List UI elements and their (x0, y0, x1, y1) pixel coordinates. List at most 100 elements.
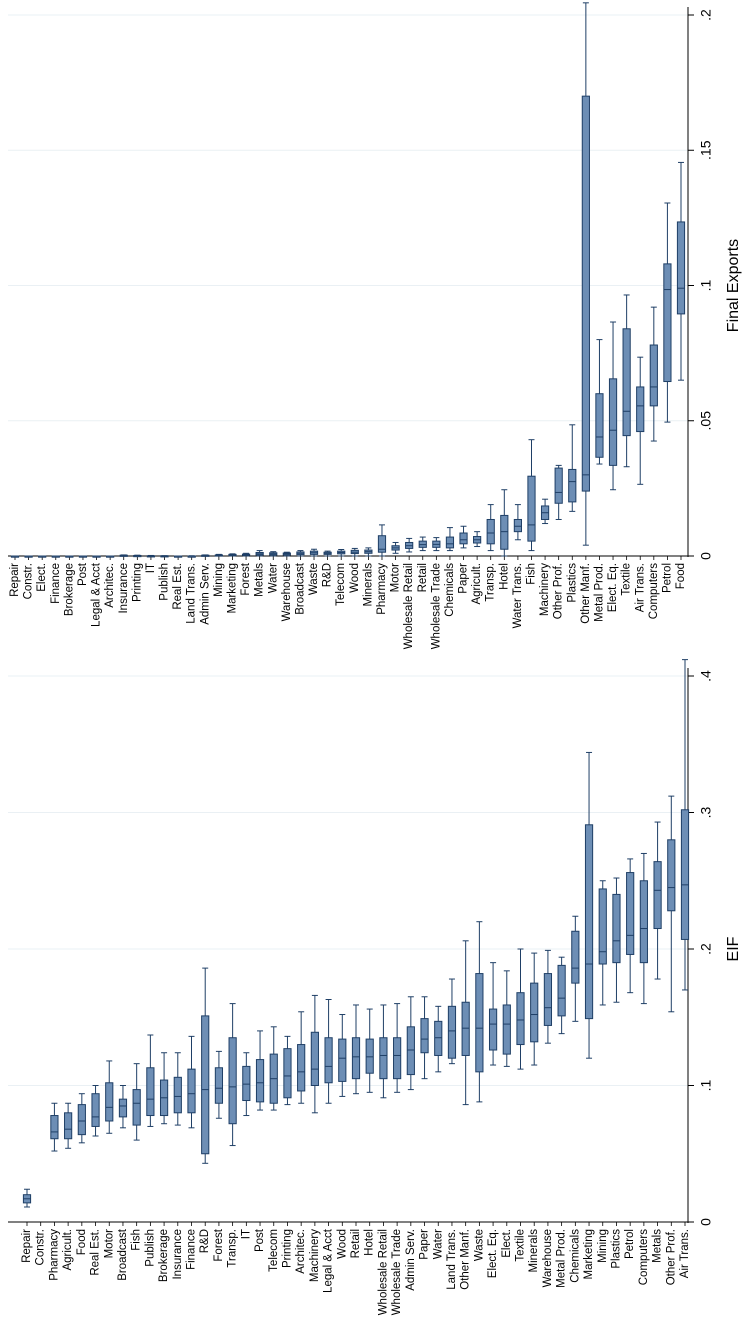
box-iqr (513, 518, 522, 533)
category-label: Pharmacy (48, 1229, 60, 1281)
box-iqr (622, 328, 631, 437)
box-iqr (118, 1098, 128, 1118)
category-label: Motor (103, 1229, 115, 1259)
box-iqr (242, 1065, 251, 1102)
box-iqr (649, 344, 658, 407)
category-label: Brokerage (63, 563, 75, 616)
category-label: Hotel (364, 1229, 376, 1256)
category-label: IT (240, 1229, 252, 1239)
category-label: Admin Serv. (405, 1229, 417, 1291)
box-iqr (50, 1115, 59, 1140)
category-label: Water (432, 1229, 444, 1259)
category-label: Telecom (335, 563, 347, 606)
category-label: Other Prof. (665, 1229, 677, 1285)
box-iqr (445, 536, 455, 549)
category-label: Mining (597, 1229, 609, 1263)
box-iqr (461, 1001, 470, 1056)
category-label: Constr. (35, 1229, 47, 1265)
category-label: Admin Serv. (199, 563, 211, 625)
box-iqr (516, 992, 525, 1046)
box-iqr (214, 1067, 224, 1104)
category-label: Other Manf. (580, 563, 592, 624)
box-iqr (663, 263, 672, 383)
category-label: Air Trans. (679, 1229, 691, 1278)
box-iqr (447, 1005, 457, 1059)
category-label: Broadcast (117, 1228, 129, 1281)
box-iqr (571, 930, 580, 984)
box-iqr (132, 1089, 141, 1126)
category-label: Metals (254, 563, 266, 597)
y-tick-label: .2 (697, 943, 713, 955)
category-label: Waste (308, 563, 320, 595)
category-label: Water Trans. (512, 563, 524, 628)
box-iqr (173, 1076, 182, 1114)
category-label: Motor (390, 563, 402, 593)
category-label: Wood (349, 563, 361, 593)
category-label: Real Est. (90, 1229, 102, 1276)
box-iqr (434, 1020, 443, 1056)
box-iqr (393, 1037, 402, 1080)
category-label: Repair (9, 563, 21, 597)
category-label: Real Est. (172, 563, 184, 610)
category-label: Land Trans. (186, 563, 198, 624)
box-iqr (228, 1037, 237, 1125)
category-label: Agricult. (471, 563, 483, 605)
box-iqr (581, 95, 590, 492)
category-label: Pharmacy (376, 563, 388, 615)
box-iqr (608, 378, 618, 466)
box-iqr (595, 393, 604, 458)
category-label: Broadcast (294, 562, 306, 615)
box-iqr (420, 1018, 429, 1054)
category-label: Finance (186, 1229, 198, 1270)
box-iqr (680, 809, 690, 940)
category-label: Forest (213, 1228, 225, 1261)
category-label: Retail (417, 563, 429, 592)
category-label: Legal & Acct (323, 1228, 335, 1293)
category-label: Textile (515, 1229, 527, 1262)
box-iqr (64, 1112, 73, 1140)
box-iqr (91, 1093, 100, 1127)
category-label: Metals (652, 1229, 664, 1263)
category-label: Publish (159, 563, 171, 601)
category-label: Paper (419, 1229, 431, 1260)
category-label: Transp. (227, 1229, 239, 1268)
box-iqr (486, 518, 495, 545)
category-label: Mining (213, 563, 225, 597)
category-label: Other Manf. (460, 1229, 472, 1290)
eif-panel: 0 .1 .2 .3 .4 EIF Repair Constr. Pharmacy Agricul… (8, 659, 742, 1315)
category-label: Repair (21, 1229, 33, 1263)
category-label: Printing (281, 1229, 293, 1268)
box-iqr (324, 1037, 333, 1084)
category-label: Elect. Eq. (487, 1229, 499, 1278)
category-label: Plastics (610, 1229, 622, 1269)
box-iqr (568, 468, 577, 503)
box-iqr (338, 1038, 347, 1082)
box-iqr (475, 973, 484, 1073)
category-label: Architec. (295, 1229, 307, 1274)
category-label: Metal Prod. (556, 1229, 568, 1288)
category-label: Fish (131, 1229, 143, 1251)
box-iqr (626, 872, 635, 955)
category-label: Architec. (104, 563, 116, 608)
category-label: Warehouse (542, 1229, 554, 1287)
category-label: Land Trans. (446, 1229, 458, 1290)
box-iqr (543, 973, 553, 1026)
category-label: Other Prof. (553, 563, 565, 619)
category-label: Waste (473, 1229, 485, 1261)
category-label: Fish (526, 563, 538, 585)
category-label: Wood (336, 1229, 348, 1259)
category-label: Finance (50, 563, 62, 604)
box-iqr (406, 1026, 415, 1076)
category-label: Printing (131, 563, 143, 602)
category-label: Water (267, 563, 279, 593)
y-tick-label: .15 (697, 140, 713, 160)
y-tick-label: .1 (697, 279, 713, 291)
category-label: Wholesale Retail (377, 1229, 389, 1315)
category-label: Wholesale Trade (430, 563, 442, 649)
box-iqr (527, 475, 536, 542)
category-label: Petrol (661, 563, 673, 593)
y-axis-title: Final Exports (725, 239, 742, 332)
category-label: Machinery (539, 563, 551, 616)
category-label: Chemicals (444, 563, 456, 617)
